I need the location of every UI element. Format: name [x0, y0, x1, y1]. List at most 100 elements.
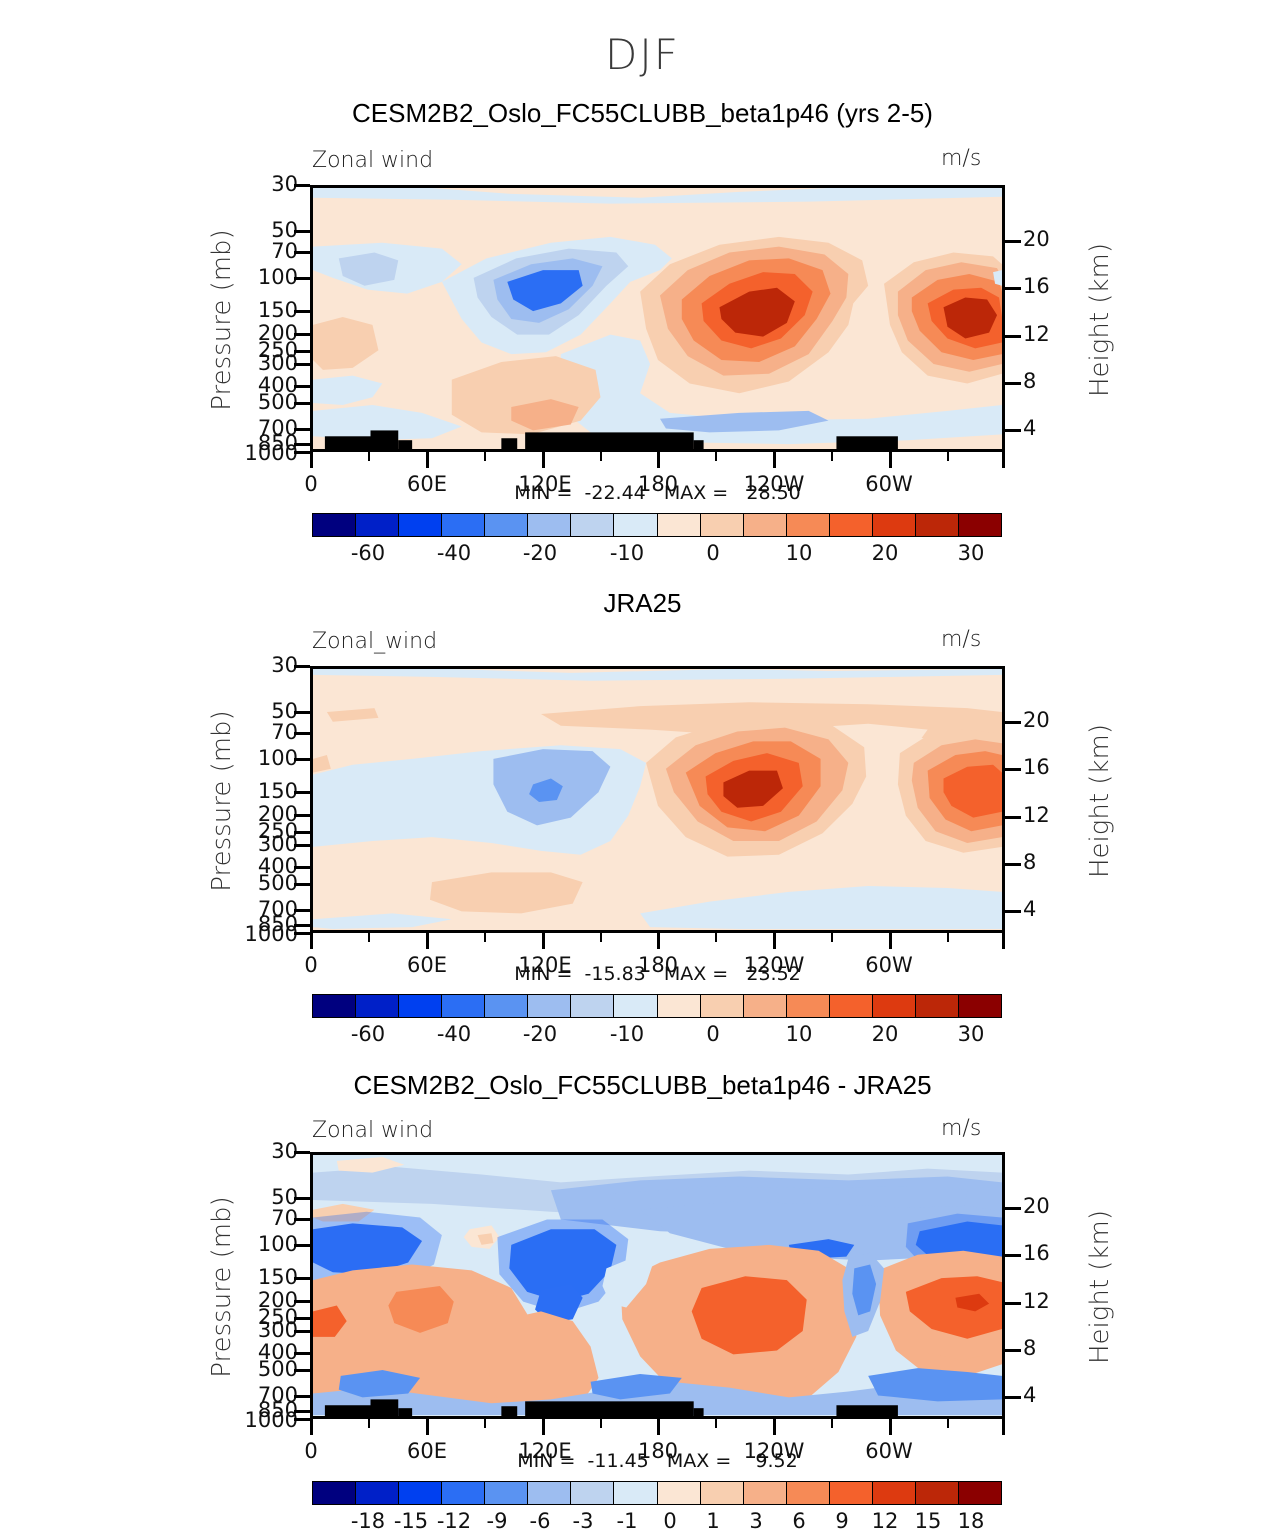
- colorbar-tick: 30: [957, 541, 985, 565]
- colorbar-tick: 10: [785, 541, 813, 565]
- colorbar-tick: -40: [436, 541, 472, 565]
- colorbar-tick: -20: [522, 541, 558, 565]
- topography-mask: [324, 1399, 898, 1416]
- ytick-label-right: 8: [1023, 1336, 1037, 1360]
- colorbar-swatch: [485, 995, 529, 1017]
- colorbar-tick: -6: [529, 1509, 551, 1533]
- colorbar-swatch: [528, 514, 572, 536]
- minmax-text: MIN = -15.83 MAX = 23.52: [514, 963, 801, 985]
- xtick-label: 120E: [518, 472, 572, 496]
- colorbar-swatch: [786, 995, 830, 1017]
- variable-label: Zonal wind: [312, 1118, 434, 1143]
- colorbar-labels: -60 -40 -20 -10 0 10 20 30: [312, 1022, 1002, 1046]
- colorbar-tick: 6: [792, 1509, 806, 1533]
- ytick-label: 70: [271, 239, 298, 263]
- colorbar-tick: 20: [871, 1022, 899, 1046]
- ytick-label-right: 4: [1023, 1383, 1037, 1407]
- colorbar-swatch: [829, 995, 873, 1017]
- xtick-label: 60W: [865, 472, 913, 496]
- ytick-label: 250: [257, 1305, 298, 1329]
- colorbar-tick: -3: [572, 1509, 594, 1533]
- height-axis-label: Height (km): [1085, 1210, 1115, 1364]
- ytick-label-right: 12: [1023, 1289, 1050, 1313]
- ytick-label: 700: [257, 897, 298, 921]
- colorbar-swatch: [915, 514, 959, 536]
- ytick-label: 400: [257, 373, 298, 397]
- colorbar-tick: -10: [609, 541, 645, 565]
- xtick-label: 60E: [407, 1439, 447, 1463]
- height-axis-label: Height (km): [1085, 243, 1115, 397]
- colorbar-swatch: [872, 995, 916, 1017]
- colorbar-tick: -20: [522, 1022, 558, 1046]
- colorbar-swatch: [829, 1482, 873, 1504]
- xtick-label: 60E: [407, 472, 447, 496]
- topography-mask: [324, 430, 898, 449]
- ytick-label: 400: [257, 854, 298, 878]
- xtick-label: 120W: [743, 1439, 805, 1463]
- ytick-label: 150: [257, 1265, 298, 1289]
- ytick-label-right: 16: [1023, 1241, 1050, 1265]
- colorbar-wind: [312, 994, 1002, 1018]
- panel-title: CESM2B2_Oslo_FC55CLUBB_beta1p46 - JRA25: [353, 1070, 932, 1100]
- pressure-axis-label: Pressure (mb): [207, 1196, 237, 1378]
- ytick-label: 150: [257, 779, 298, 803]
- ytick-label: 850: [257, 1398, 298, 1422]
- ytick-label: 200: [257, 321, 298, 345]
- ytick-label: 300: [257, 832, 298, 856]
- colorbar-swatch: [313, 1482, 357, 1504]
- ytick-label: 100: [257, 1232, 298, 1256]
- ytick-label-right: 20: [1023, 1194, 1050, 1218]
- colorbar-swatch: [356, 1482, 400, 1504]
- colorbar-tick: 10: [785, 1022, 813, 1046]
- pressure-axis-label: Pressure (mb): [207, 229, 237, 411]
- ytick-label: 200: [257, 802, 298, 826]
- ytick-label: 1000: [244, 441, 298, 465]
- colorbar-tick: 15: [914, 1509, 942, 1533]
- ytick-label: 300: [257, 351, 298, 375]
- ytick-label: 1000: [244, 1408, 298, 1432]
- colorbar-swatch: [743, 514, 787, 536]
- ytick-label: 150: [257, 298, 298, 322]
- colorbar-tick: -18: [350, 1509, 386, 1533]
- colorbar-swatch: [700, 514, 744, 536]
- xtick-label: 120W: [743, 472, 805, 496]
- colorbar-swatch: [356, 514, 400, 536]
- colorbar-swatch: [571, 514, 615, 536]
- colorbar-swatch: [528, 995, 572, 1017]
- colorbar-swatch: [829, 514, 873, 536]
- ytick-label: 700: [257, 1383, 298, 1407]
- colorbar-tick: 0: [706, 541, 720, 565]
- colorbar-tick: 20: [871, 541, 899, 565]
- ytick-label: 300: [257, 1318, 298, 1342]
- colorbar-tick: -12: [436, 1509, 472, 1533]
- colorbar-labels: -18 -15 -12 -9 -6 -3 -1 0 1 3 6 9 12 15 …: [312, 1509, 1002, 1533]
- ytick-label: 1000: [244, 922, 298, 946]
- plot-frame: [310, 185, 1005, 452]
- colorbar-swatch: [313, 995, 357, 1017]
- ytick-label: 700: [257, 416, 298, 440]
- contour-field-difference: [313, 1155, 1002, 1416]
- colorbar-swatch: [958, 995, 1001, 1017]
- ytick-label: 500: [257, 871, 298, 895]
- colorbar-swatch: [528, 1482, 572, 1504]
- colorbar-tick: 9: [835, 1509, 849, 1533]
- ytick-label: 30: [271, 172, 298, 196]
- ytick-label-right: 20: [1023, 227, 1050, 251]
- unit-label: m/s: [941, 146, 982, 171]
- xtick-label: 120E: [518, 1439, 572, 1463]
- ytick-label: 500: [257, 1357, 298, 1381]
- colorbar-swatch: [399, 514, 443, 536]
- colorbar-swatch: [399, 1482, 443, 1504]
- colorbar-tick: 18: [957, 1509, 985, 1533]
- ytick-label-right: 12: [1023, 322, 1050, 346]
- colorbar-swatch: [743, 995, 787, 1017]
- plot-frame: [310, 666, 1005, 933]
- xtick-label: 180: [637, 472, 679, 496]
- colorbar-swatch: [614, 514, 658, 536]
- height-axis-label: Height (km): [1085, 724, 1115, 878]
- colorbar-tick: 30: [957, 1022, 985, 1046]
- variable-label: Zonal_wind: [312, 629, 438, 654]
- colorbar-swatch: [915, 1482, 959, 1504]
- colorbar-swatch: [786, 1482, 830, 1504]
- colorbar-swatch: [356, 995, 400, 1017]
